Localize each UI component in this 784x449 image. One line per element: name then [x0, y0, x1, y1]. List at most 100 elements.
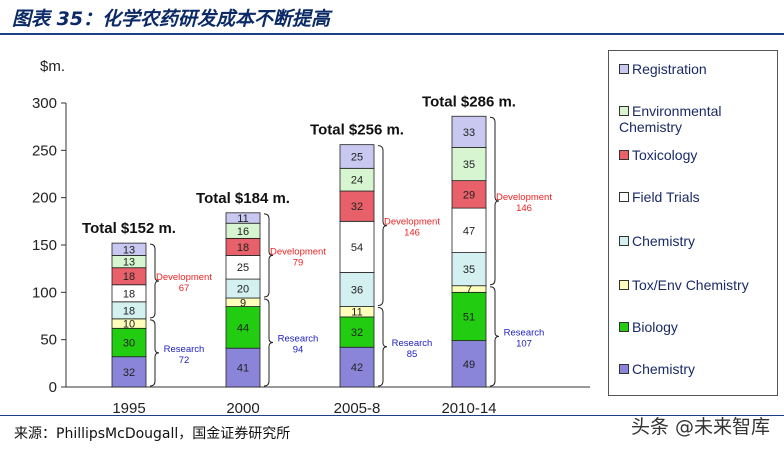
- research-label: Research: [164, 344, 205, 355]
- segment-value-label: 32: [351, 201, 363, 213]
- legend-item: Toxicology: [619, 147, 769, 163]
- legend-swatch: [619, 150, 629, 161]
- legend-swatch: [619, 280, 629, 291]
- legend-swatch: [619, 192, 629, 203]
- source-note: 来源：PhillipsMcDougall，国金证券研究所: [14, 426, 291, 442]
- research-label: Research: [392, 338, 433, 349]
- research-value: 107: [516, 338, 532, 349]
- research-brace: [377, 307, 388, 387]
- legend-item: Chemistry: [619, 233, 769, 249]
- segment-value-label: 24: [351, 175, 363, 187]
- development-brace: [149, 243, 160, 319]
- development-label: Development: [384, 217, 440, 228]
- legend-label: Toxicology: [632, 147, 698, 163]
- segment-value-label: 18: [123, 305, 135, 317]
- legend-label: Field Trials: [632, 189, 700, 205]
- y-tick-label: 50: [40, 332, 57, 349]
- title-divider: [0, 33, 784, 35]
- development-brace: [377, 145, 388, 307]
- x-category-label: 2000: [226, 400, 259, 415]
- legend-swatch: [619, 364, 629, 375]
- segment-value-label: 35: [463, 264, 475, 276]
- bar-segment: [339, 272, 375, 307]
- legend-label: Chemistry: [632, 361, 696, 377]
- y-tick-label: 150: [32, 237, 57, 254]
- segment-value-label: 11: [237, 213, 248, 225]
- legend-item: Environmental Chemistry: [619, 103, 769, 135]
- legend-label: Tox/Env Chemistry: [632, 277, 749, 293]
- development-brace: [489, 116, 500, 286]
- legend-swatch: [619, 322, 629, 333]
- segment-value-label: 35: [463, 159, 475, 171]
- research-label: Research: [504, 327, 545, 338]
- segment-value-label: 32: [351, 327, 363, 339]
- x-category-label: 1995: [112, 400, 145, 415]
- segment-value-label: 36: [351, 284, 363, 296]
- legend-swatch: [619, 236, 629, 247]
- y-tick-label: 0: [49, 379, 57, 396]
- bar-total-label: Total $184 m.: [196, 190, 290, 207]
- research-brace: [149, 319, 160, 387]
- legend-item: Biology: [619, 319, 769, 335]
- bar-segment: [225, 347, 261, 388]
- segment-value-label: 49: [463, 359, 475, 371]
- y-tick-label: 200: [32, 190, 57, 207]
- segment-value-label: 47: [463, 225, 475, 237]
- segment-value-label: 13: [123, 257, 135, 269]
- bar-segment: [225, 306, 261, 349]
- segment-value-label: 10: [123, 319, 135, 331]
- bar-total-label: Total $152 m.: [82, 220, 176, 237]
- bar-segment: [451, 291, 487, 342]
- segment-value-label: 9: [240, 297, 246, 309]
- bar-segment: [339, 144, 375, 169]
- bar-segment: [225, 212, 261, 224]
- legend-item: Registration: [619, 61, 769, 77]
- segment-value-label: 32: [123, 367, 135, 379]
- segment-value-label: 41: [237, 363, 249, 375]
- bar-total-label: Total $256 m.: [310, 122, 404, 139]
- legend-item: Field Trials: [619, 189, 769, 205]
- segment-value-label: 42: [351, 362, 363, 374]
- segment-value-label: 18: [123, 271, 135, 283]
- bar-segment: [339, 316, 375, 348]
- segment-value-label: 13: [123, 244, 135, 256]
- research-value: 94: [293, 345, 304, 356]
- x-category-label: 2010-14: [441, 400, 496, 415]
- research-label: Research: [278, 334, 319, 345]
- bar-segment: [451, 207, 487, 253]
- segment-value-label: 30: [123, 338, 135, 350]
- y-axis-label: $m.: [40, 58, 65, 75]
- y-tick-label: 300: [32, 95, 57, 112]
- development-value: 146: [404, 228, 420, 239]
- segment-value-label: 16: [237, 226, 249, 238]
- legend-label: Biology: [632, 319, 678, 335]
- development-value: 146: [516, 203, 532, 214]
- legend-item: Tox/Env Chemistry: [619, 277, 769, 293]
- segment-value-label: 18: [123, 288, 135, 300]
- legend-label: Chemistry: [632, 233, 696, 249]
- development-brace: [263, 213, 274, 298]
- development-value: 79: [293, 257, 304, 268]
- segment-value-label: 29: [463, 189, 475, 201]
- y-tick-label: 100: [32, 284, 57, 301]
- bar-segment: [339, 346, 375, 388]
- segment-value-label: 25: [237, 262, 249, 274]
- research-brace: [263, 298, 274, 387]
- legend-label: Registration: [632, 61, 707, 77]
- segment-value-label: 44: [237, 322, 249, 334]
- bar-segment: [111, 242, 147, 256]
- bar-segment: [451, 115, 487, 148]
- watermark: 头条 @未来智库: [630, 416, 770, 438]
- segment-value-label: 18: [237, 242, 249, 254]
- bar-total-label: Total $286 m.: [422, 93, 516, 110]
- segment-value-label: 20: [237, 284, 249, 296]
- segment-value-label: 7: [466, 284, 472, 296]
- bar-segment: [339, 220, 375, 273]
- segment-value-label: 25: [351, 151, 363, 163]
- chart-legend: Registration Environmental Chemistry Toxic…: [608, 50, 778, 396]
- figure-title: 图表 35：化学农药研发成本不断提高: [12, 8, 331, 30]
- segment-value-label: 54: [351, 242, 363, 254]
- segment-value-label: 33: [463, 127, 475, 139]
- development-label: Development: [270, 246, 326, 257]
